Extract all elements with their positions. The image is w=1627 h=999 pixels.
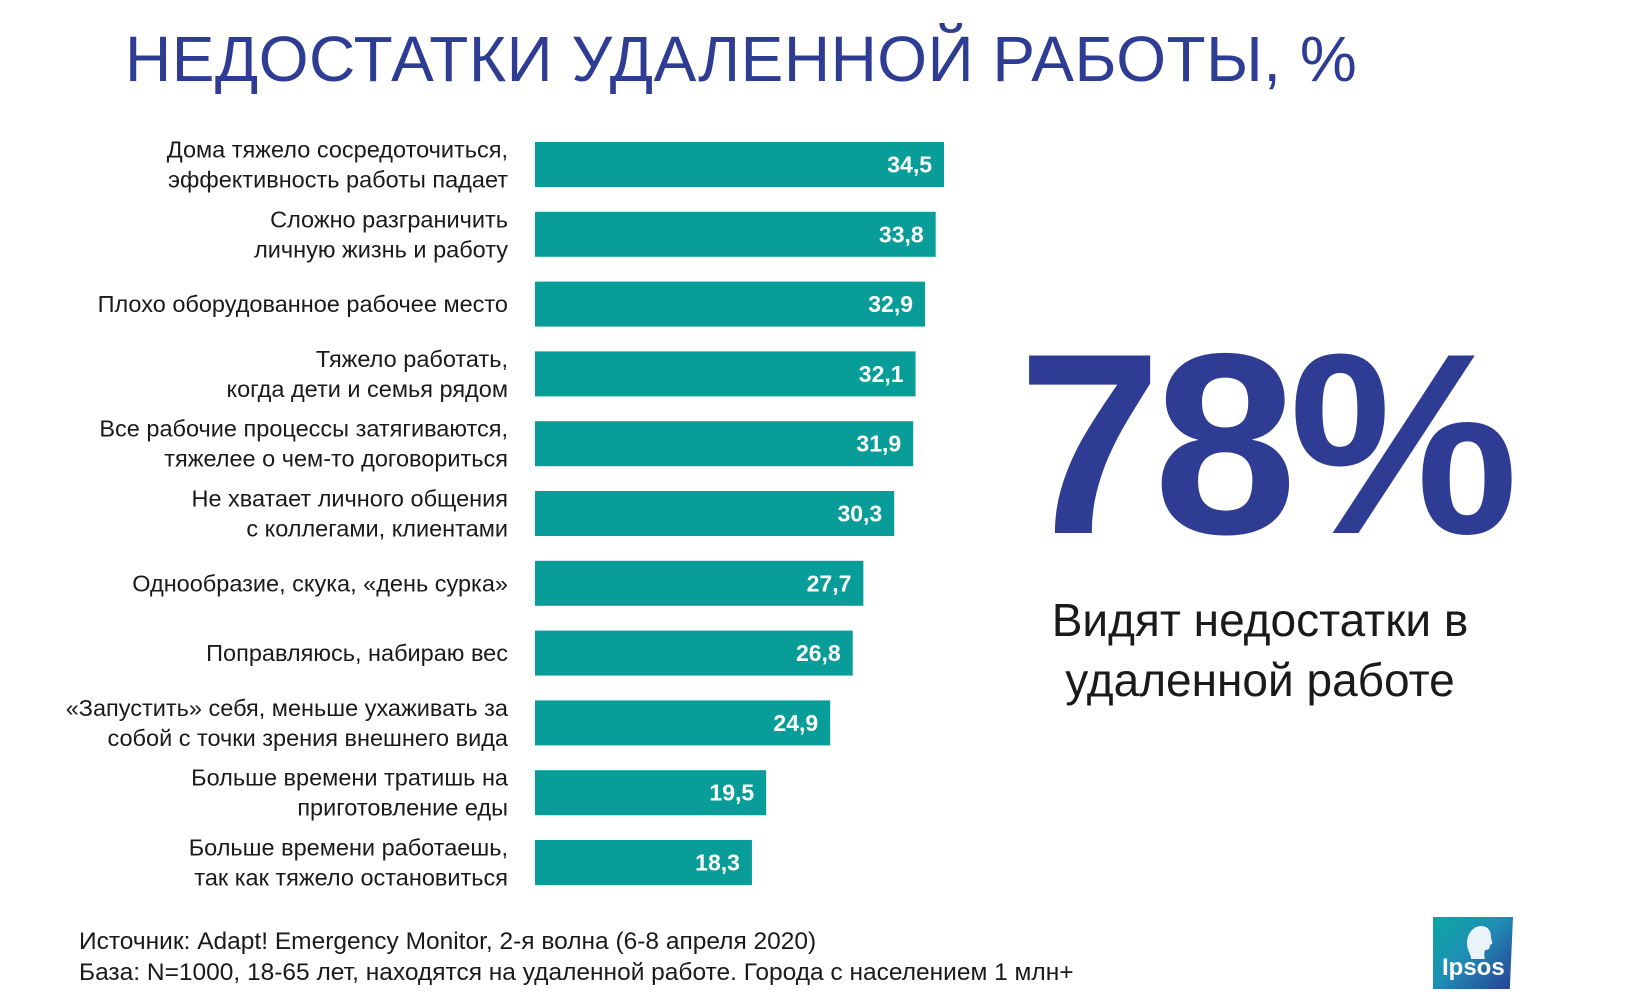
category-label-6-line-2: с коллегами, клиентами [246,516,508,542]
bar-value-label-6: 30,3 [837,501,882,527]
category-label-2-line-1: Сложно разграничить [270,206,508,232]
bar-value-label-1: 34,5 [887,152,932,178]
category-label-4-line-1: Тяжело работать, [316,346,508,372]
bar-value-label-2: 33,8 [879,221,924,247]
category-label-10-line-2: приготовление еды [297,795,508,821]
bar-4 [535,351,916,397]
highlight-value: 78% [1018,299,1518,588]
category-label-6-line-1: Не хватает личного общения [191,486,508,512]
highlight-caption: Видят недостатки в удаленной работе [1010,590,1510,710]
highlight-caption-line1: Видят недостатки в [1051,594,1469,646]
bar-value-label-10: 19,5 [709,780,754,806]
bar-1 [535,142,944,187]
bar-8 [535,630,853,676]
ipsos-logo: Ipsos [1433,917,1513,989]
category-label-9-line-1: «Запустить» себя, меньше ухаживать за [66,695,509,721]
bar-6 [535,491,895,536]
bar-value-label-8: 26,8 [796,640,841,666]
highlight-caption-line2: удаленной работе [1065,654,1455,706]
category-label-9-line-2: собой с точки зрения внешнего вида [107,725,508,751]
category-label-7-line-1: Однообразие, скука, «день сурка» [132,570,508,596]
bar-7 [535,560,864,606]
bar-11 [535,840,752,885]
bar-value-label-4: 32,1 [859,361,904,387]
category-label-8-line-1: Поправляюсь, набираю вес [206,640,508,666]
category-label-4-line-2: когда дети и семья рядом [227,376,508,402]
bar-5 [535,421,914,467]
category-label-11-line-2: так как тяжело остановиться [194,865,508,891]
bar-value-label-9: 24,9 [773,710,818,736]
category-label-1-line-2: эффективность работы падает [168,167,508,193]
category-label-3-line-1: Плохо оборудованное рабочее место [98,291,508,317]
bar-9 [535,700,831,746]
bar-3 [535,281,926,327]
category-label-2-line-2: личную жизнь и работу [254,236,508,262]
bar-value-label-7: 27,7 [807,570,852,596]
category-label-10-line-1: Больше времени тратишь на [191,765,509,791]
category-label-11-line-1: Больше времени работаешь, [189,835,508,861]
page-title: НЕДОСТАТКИ УДАЛЕННОЙ РАБОТЫ, % [125,23,1358,95]
bar-value-label-11: 18,3 [695,850,740,876]
logo-text: Ipsos [1442,954,1505,981]
category-label-5-line-1: Все рабочие процессы затягиваются, [99,416,508,442]
bar-value-label-3: 32,9 [868,291,913,317]
category-label-1-line-1: Дома тяжело сосредоточиться, [167,137,508,163]
footer-notes: Источник: Adapt! Emergency Monitor, 2-я … [79,926,1074,988]
base-note: База: N=1000, 18-65 лет, находятся на уд… [79,959,1074,986]
head-silhouette-icon [1467,926,1493,959]
category-label-5-line-2: тяжелее о чем-то договориться [164,446,508,472]
bar-value-label-5: 31,9 [856,431,901,457]
source-note: Источник: Adapt! Emergency Monitor, 2-я … [79,928,817,955]
bar-10 [535,770,767,816]
bar-2 [535,211,936,257]
